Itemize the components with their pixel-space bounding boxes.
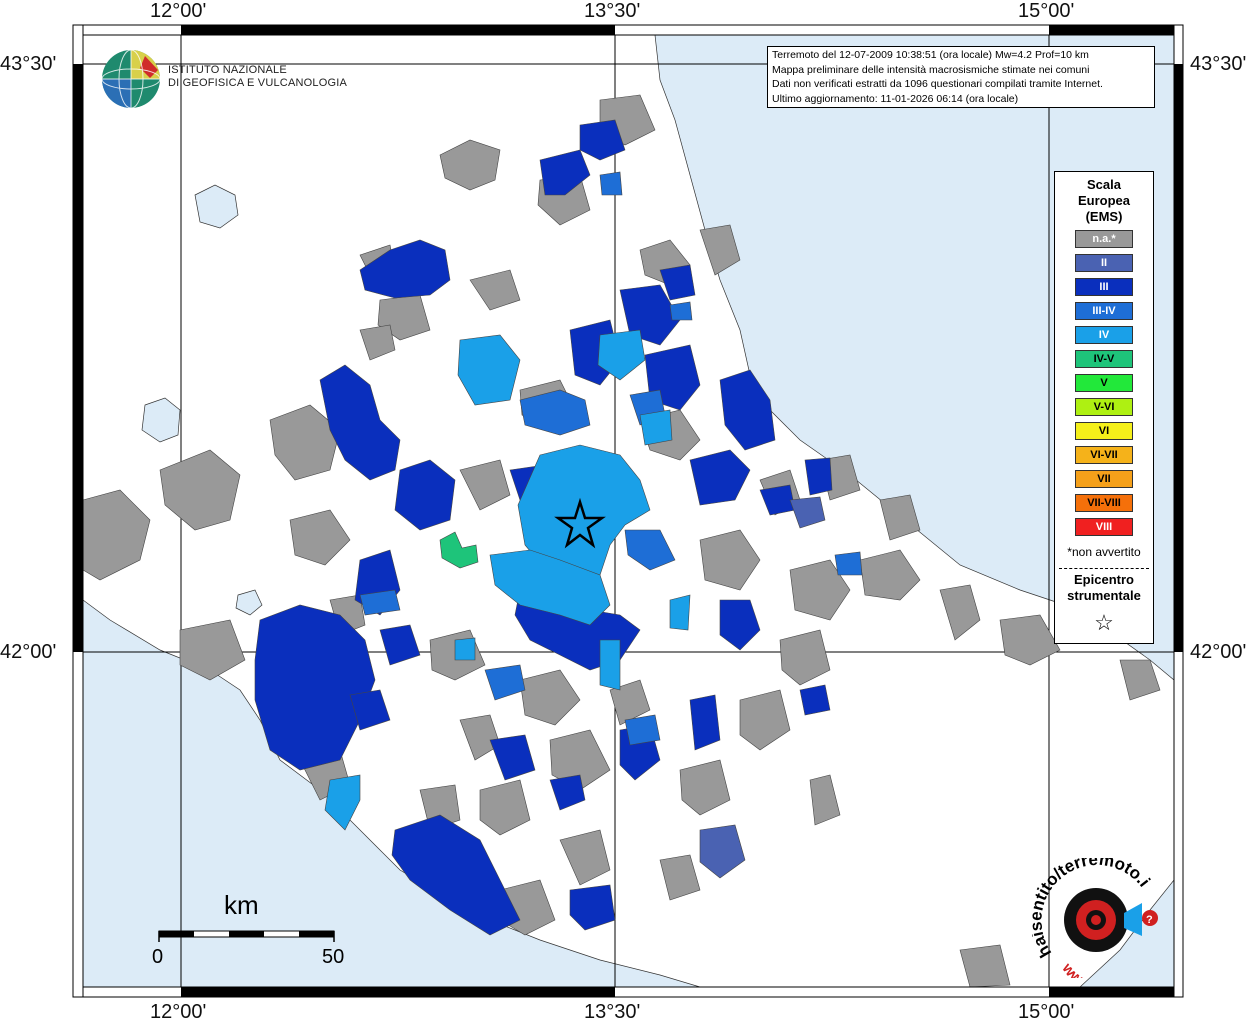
lat-label-right-2: 42°00' (1190, 641, 1247, 663)
map-frame (72, 24, 1184, 998)
ingv-name-line1: ISTITUTO NAZIONALE (168, 64, 287, 76)
lat-label-left-2: 42°00' (0, 641, 57, 663)
legend-swatch: IV (1075, 326, 1133, 344)
legend-epicenter-line2: strumentale (1067, 588, 1141, 603)
scale-min-label: 0 (152, 946, 164, 968)
legend-note: *non avvertito (1067, 545, 1141, 559)
legend-title-line2: Europea (1077, 193, 1130, 208)
legend-star-icon: ☆ (1094, 610, 1114, 635)
event-info-line4: Ultimo aggiornamento: 11-01-2026 06:14 (… (772, 92, 1019, 105)
lake-trasimeno (194, 184, 239, 229)
municipalities-ems-iv-v (439, 531, 479, 569)
ems-legend: Scala Europea (EMS) n.a.* II III III-IV IV IV… (1054, 171, 1154, 644)
scale-unit: km (224, 890, 259, 920)
ingv-name: ISTITUTO NAZIONALE DI GEOFISICA E VULCAN… (168, 64, 347, 90)
legend-swatch: V-VI (1075, 398, 1133, 416)
legend-swatch: II (1075, 254, 1133, 272)
legend-swatch: III-IV (1075, 302, 1133, 320)
ingv-name-line2: DI GEOFISICA E VULCANOLOGIA (168, 77, 347, 89)
municipalities-ems-ii (699, 496, 826, 879)
legend-swatch: VIII (1075, 518, 1133, 536)
legend-swatch: VI-VII (1075, 446, 1133, 464)
lat-label-left-1: 43°30' (0, 53, 57, 75)
svg-text:www.: www. (1058, 959, 1096, 978)
haisentito-logo: haisentito/terremoto.it www. ? (1032, 858, 1158, 978)
lon-label-bottom-2: 13°30' (584, 1001, 641, 1023)
lon-label-top-3: 15°00' (1018, 0, 1075, 22)
legend-separator (1059, 568, 1149, 569)
legend-title-line3: (EMS) (1085, 209, 1123, 224)
legend-swatch: VII-VIII (1075, 494, 1133, 512)
legend-title-line1: Scala (1087, 177, 1121, 192)
legend-epicenter-line1: Epicentro (1074, 572, 1134, 587)
legend-epicenter-label: Epicentro strumentale (1055, 572, 1153, 604)
lon-label-bottom-3: 15°00' (1018, 1001, 1075, 1023)
legend-swatch: IV-V (1075, 350, 1133, 368)
lon-label-top-2: 13°30' (584, 0, 641, 22)
scale-bar (158, 930, 335, 942)
event-info-line3: Dati non verificati estratti da 1096 que… (772, 78, 1103, 90)
event-info-line1: Terremoto del 12-07-2009 10:38:51 (ora l… (772, 49, 1089, 61)
lat-label-right-1: 43°30' (1190, 53, 1247, 75)
legend-swatch: n.a.* (1075, 230, 1133, 248)
scale-max-label: 50 (322, 946, 345, 968)
event-info-line2: Mappa preliminare delle intensità macros… (772, 63, 1090, 76)
municipalities-ems-iii (254, 119, 833, 936)
legend-swatch: VI (1075, 422, 1133, 440)
svg-text:?: ? (1146, 914, 1153, 926)
legend-title: Scala Europea (EMS) (1055, 177, 1153, 225)
lon-label-top-1: 12°00' (150, 0, 207, 22)
legend-swatch: III (1075, 278, 1133, 296)
haisentito-www: www. (1058, 959, 1096, 978)
lake-bracciano (235, 589, 263, 616)
legend-swatch: V (1075, 374, 1133, 392)
lake-bolsena (141, 397, 181, 443)
event-info-box: Terremoto del 12-07-2009 10:38:51 (ora l… (767, 46, 1155, 108)
legend-swatch: VII (1075, 470, 1133, 488)
lon-label-bottom-1: 12°00' (150, 1001, 207, 1023)
epicenter-star (554, 497, 606, 549)
ingv-globe-icon (101, 49, 161, 109)
